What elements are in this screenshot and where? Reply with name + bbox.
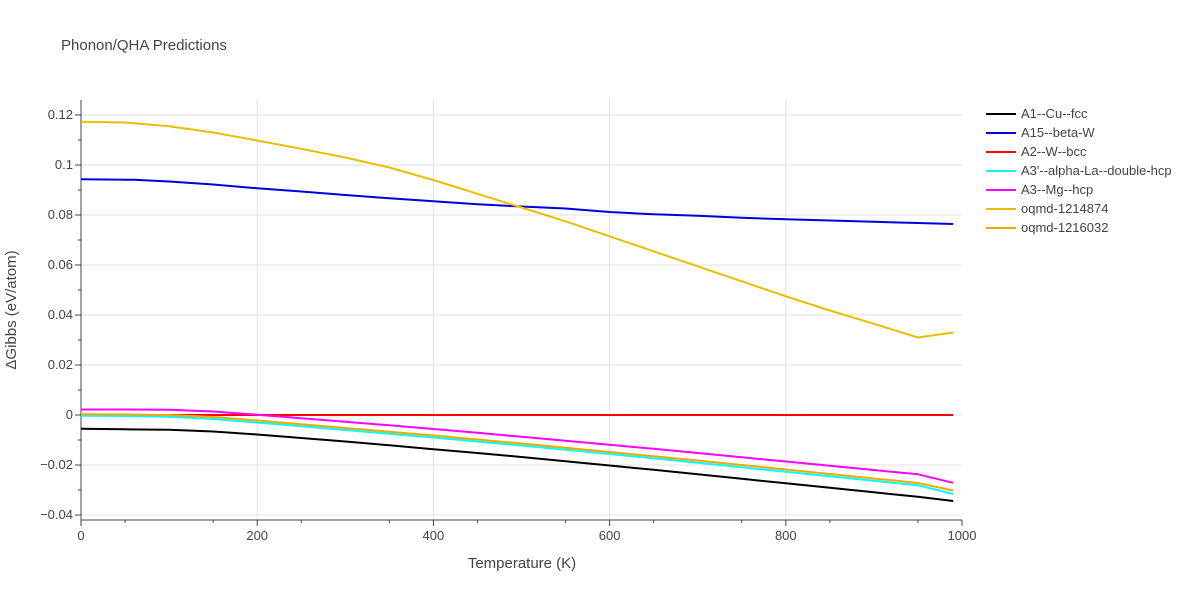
y-tick-label: −0.04 — [40, 507, 73, 522]
chart-title: Phonon/QHA Predictions — [61, 37, 227, 54]
y-tick-label: 0 — [66, 407, 73, 422]
legend-label: oqmd-1214874 — [1021, 201, 1108, 216]
y-axis-title: ΔGibbs (eV/atom) — [3, 250, 20, 369]
legend-item[interactable]: oqmd-1216032 — [986, 220, 1108, 235]
x-tick-label: 400 — [423, 528, 445, 543]
legend-label: A3--Mg--hcp — [1021, 182, 1093, 197]
y-tick-label: 0.04 — [48, 307, 73, 322]
legend-item[interactable]: A1--Cu--fcc — [986, 106, 1088, 121]
x-tick-label: 600 — [599, 528, 621, 543]
y-tick-label: 0.12 — [48, 107, 73, 122]
y-tick-label: 0.1 — [55, 157, 73, 172]
legend-item[interactable]: A3--Mg--hcp — [986, 182, 1093, 197]
legend-label: A3'--alpha-La--double-hcp — [1021, 163, 1172, 178]
series-line[interactable] — [80, 427, 954, 502]
series-line[interactable] — [80, 414, 954, 495]
x-tick-label: 800 — [775, 528, 797, 543]
legend-item[interactable]: oqmd-1214874 — [986, 201, 1108, 216]
x-tick-label: 200 — [246, 528, 268, 543]
legend-label: A1--Cu--fcc — [1021, 106, 1088, 121]
axes: 0 200 400 600 800 1000 −0.04 −0.02 0 0.02 0.04 0.06… — [40, 100, 976, 543]
legend-item[interactable]: A2--W--bcc — [986, 144, 1087, 159]
plot-area[interactable] — [80, 120, 954, 502]
series-line[interactable] — [80, 120, 954, 339]
series-line[interactable] — [80, 413, 954, 492]
y-tick-label: −0.02 — [40, 457, 73, 472]
series-line[interactable] — [81, 408, 954, 484]
legend-label: oqmd-1216032 — [1021, 220, 1108, 235]
y-tick-label: 0.02 — [48, 357, 73, 372]
legend-item[interactable]: A3'--alpha-La--double-hcp — [986, 163, 1172, 178]
legend-label: A2--W--bcc — [1021, 144, 1087, 159]
x-tick-label: 1000 — [948, 528, 977, 543]
grid — [81, 100, 962, 520]
y-tick-label: 0.08 — [48, 207, 73, 222]
series-line[interactable] — [80, 178, 954, 225]
x-tick-label: 0 — [77, 528, 84, 543]
x-axis-title: Temperature (K) — [468, 555, 576, 572]
legend[interactable]: A1--Cu--fcc A15--beta-W A2--W--bcc A3'--alp… — [986, 106, 1172, 235]
legend-item[interactable]: A15--beta-W — [986, 125, 1095, 140]
legend-label: A15--beta-W — [1021, 125, 1095, 140]
y-tick-label: 0.06 — [48, 257, 73, 272]
